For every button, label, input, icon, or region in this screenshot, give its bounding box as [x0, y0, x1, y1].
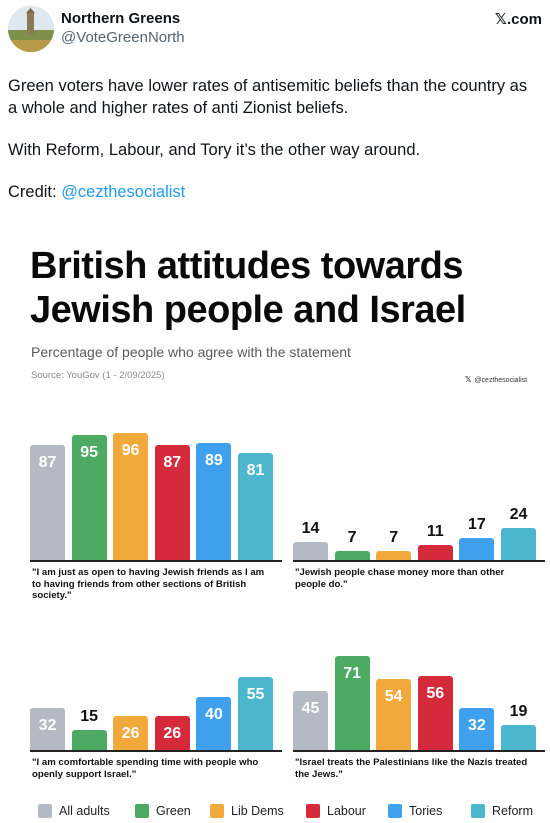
chart-bar: [113, 433, 149, 560]
legend-label: All adults: [59, 804, 110, 818]
chart-bar: [417, 545, 453, 560]
infographic-credit-handle: @cezthesocialist: [474, 377, 528, 384]
chart-bar: [417, 676, 453, 750]
chart-bar: [196, 697, 232, 750]
bar-value-label: 89: [204, 451, 223, 469]
tweet-paragraph: Green voters have lower rates of antisem…: [8, 77, 528, 117]
chart-bar: [334, 550, 370, 560]
avatar[interactable]: [8, 6, 54, 52]
chart-bar: [501, 724, 536, 750]
chart-bar: [238, 677, 273, 750]
tweet-paragraph: With Reform, Labour, and Tory it’s the o…: [8, 141, 421, 159]
chart-bar: [30, 707, 65, 750]
chart-baseline: [293, 750, 545, 752]
bar-value-label: 54: [384, 687, 403, 705]
chart-bar: [293, 541, 328, 560]
bar-value-label: 11: [426, 523, 444, 541]
chart-baseline: [293, 560, 545, 562]
bar-value-label: 95: [80, 443, 98, 461]
legend-item: Green: [135, 802, 191, 820]
infographic-credit: 𝕏 @cezthesocialist: [465, 375, 527, 384]
chart-bar: [376, 678, 412, 750]
infographic-subtitle: Percentage of people who agree with the …: [31, 344, 351, 360]
author-handle[interactable]: @VoteGreenNorth: [61, 29, 185, 46]
bar-value-label: 26: [121, 724, 140, 742]
bar-value-label: 96: [121, 442, 140, 460]
credit-link[interactable]: @cezthesocialist: [61, 183, 186, 201]
bar-value-label: 26: [163, 724, 182, 742]
chart-statement: "Jewish people chase money more than oth…: [295, 567, 505, 590]
legend-label: Green: [156, 804, 191, 818]
chart-statement: "I am comfortable spending time with peo…: [32, 757, 259, 780]
legend-item: Labour: [306, 802, 366, 820]
bar-value-label: 81: [246, 462, 265, 480]
chart-bar: [154, 445, 190, 560]
author-name[interactable]: Northern Greens: [61, 10, 181, 27]
tweet-credit: Credit: @cezthesocialist: [8, 181, 540, 203]
chart-bar: [71, 434, 107, 560]
chart-baseline: [30, 560, 282, 562]
legend-item: All adults: [38, 802, 110, 820]
title-line: Jewish people and Israel: [30, 289, 466, 331]
bar-value-label: 14: [301, 519, 320, 537]
chart-bar: [459, 537, 495, 560]
bar-value-label: 24: [509, 506, 528, 524]
chart-bar: [459, 707, 495, 750]
bar-value-label: 32: [467, 716, 486, 734]
bar-value-label: 15: [80, 708, 98, 726]
chart-bar: [238, 453, 273, 560]
bar-value-label: 45: [301, 699, 320, 717]
chart-statement: "Israel treats the Palestinians like the…: [295, 757, 528, 780]
bar-value-label: 19: [509, 702, 528, 720]
bar-value-label: 7: [347, 528, 357, 546]
legend-item: Lib Dems: [210, 802, 284, 820]
tweet-text: Green voters have lower rates of antisem…: [8, 75, 540, 223]
chart-bar: [376, 550, 412, 560]
legend-label: Reform: [492, 804, 533, 818]
x-small-icon: 𝕏: [465, 375, 472, 384]
legend-swatch: [306, 804, 320, 818]
bar-value-label: 55: [246, 686, 265, 704]
legend-swatch: [210, 804, 224, 818]
chart-bar: [334, 656, 370, 750]
bar-value-label: 87: [38, 454, 57, 472]
tweet-header: Northern Greens @VoteGreenNorth 𝕏.com: [8, 6, 542, 56]
chart-bar: [196, 442, 232, 560]
chart-bar: [154, 715, 190, 750]
bar-value-label: 7: [389, 528, 399, 546]
chart-bar: [71, 730, 107, 750]
bar-value-label: 71: [343, 665, 361, 683]
legend-label: Labour: [327, 804, 366, 818]
chart-statement: "I am just as open to having Jewish frie…: [32, 567, 265, 601]
infographic-image[interactable]: British attitudes towards Jewish people …: [0, 232, 550, 823]
chart-bar: [293, 690, 328, 750]
credit-label: Credit:: [8, 183, 62, 201]
legend-swatch: [135, 804, 149, 818]
bar-value-label: 17: [467, 515, 486, 533]
chart-legend: All adults Green Lib Dems Labour Tories Refor…: [38, 802, 538, 820]
bar-value-label: 87: [163, 454, 182, 472]
title-line: British attitudes towards: [30, 245, 463, 287]
legend-swatch: [388, 804, 402, 818]
bar-value-label: 32: [38, 716, 57, 734]
legend-swatch: [38, 804, 52, 818]
chart-bar: [30, 445, 65, 560]
chart-bar: [501, 528, 536, 560]
legend-item: Tories: [388, 802, 442, 820]
source-note: Source: YouGov (1 - 2/09/2025): [31, 370, 165, 381]
legend-label: Lib Dems: [231, 804, 284, 818]
chart-baseline: [30, 750, 282, 752]
infographic-title: British attitudes towards Jewish people …: [30, 244, 466, 332]
chart-bar: [113, 715, 149, 750]
legend-item: Reform: [471, 802, 533, 820]
legend-swatch: [471, 804, 485, 818]
x-logo[interactable]: 𝕏.com: [494, 11, 542, 28]
legend-label: Tories: [409, 804, 443, 818]
bar-value-label: 40: [204, 706, 223, 724]
bar-value-label: 56: [426, 685, 445, 703]
